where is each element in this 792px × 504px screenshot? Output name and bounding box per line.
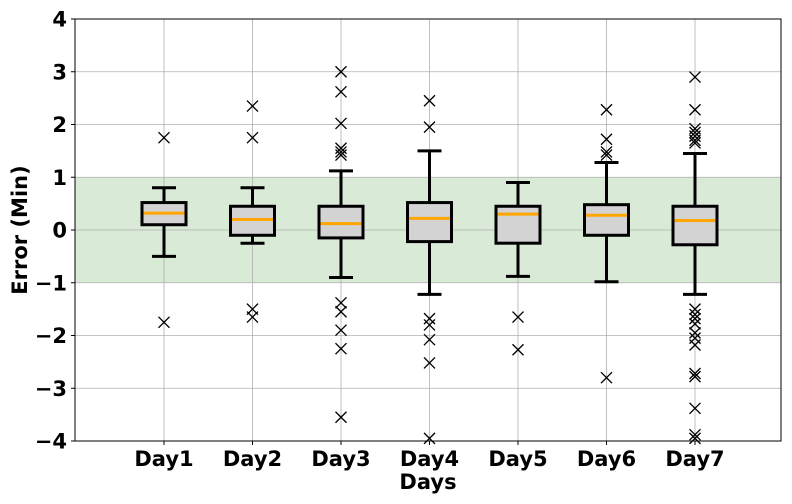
outlier-marker bbox=[689, 137, 701, 149]
x-axis-ticks: Day1 Day2 Day3 Day4 Day5 Day6 Day7 bbox=[134, 441, 725, 471]
y-tick-label: 2 bbox=[52, 113, 67, 137]
outlier-marker bbox=[689, 428, 701, 441]
box-day4 bbox=[406, 94, 453, 445]
outlier-marker bbox=[600, 103, 613, 116]
outlier-marker bbox=[689, 326, 701, 339]
outlier-marker bbox=[335, 305, 347, 318]
box-day6 bbox=[583, 103, 630, 384]
boxes bbox=[140, 65, 719, 445]
outlier-marker bbox=[335, 342, 347, 355]
outlier-marker bbox=[600, 133, 613, 146]
box-iqr bbox=[406, 201, 453, 244]
outlier-marker bbox=[512, 343, 524, 356]
box-iqr bbox=[317, 204, 365, 240]
outlier-marker bbox=[246, 131, 259, 144]
x-axis-label: Days bbox=[399, 470, 456, 494]
outlier-marker bbox=[600, 149, 613, 162]
y-tick-label: −2 bbox=[35, 324, 67, 348]
outlier-marker bbox=[600, 145, 613, 158]
outlier-marker bbox=[423, 121, 436, 134]
outlier-marker bbox=[423, 318, 436, 331]
outlier-marker bbox=[335, 117, 347, 130]
y-tick-label: 0 bbox=[52, 219, 67, 243]
x-tick-label: Day2 bbox=[223, 447, 282, 471]
y-tick-label: −4 bbox=[35, 430, 67, 454]
x-tick-label: Day1 bbox=[134, 447, 193, 471]
outlier-marker bbox=[158, 131, 170, 144]
box-day2 bbox=[229, 100, 276, 323]
outlier-marker bbox=[689, 71, 701, 83]
outlier-marker bbox=[423, 94, 436, 107]
outlier-marker bbox=[335, 411, 347, 424]
x-tick-label: Day6 bbox=[577, 447, 636, 471]
y-axis-label: Error (Min) bbox=[8, 165, 32, 294]
outlier-marker bbox=[689, 308, 701, 321]
y-tick-label: −3 bbox=[35, 377, 67, 401]
outlier-marker bbox=[158, 316, 170, 329]
outlier-marker bbox=[246, 100, 259, 112]
box-day1 bbox=[140, 131, 188, 329]
outlier-marker bbox=[335, 149, 347, 162]
box-day5 bbox=[494, 181, 542, 356]
outlier-marker bbox=[423, 432, 436, 445]
box-iqr bbox=[494, 204, 542, 245]
x-tick-label: Day5 bbox=[488, 447, 547, 471]
y-tick-label: 3 bbox=[52, 60, 67, 84]
outlier-marker bbox=[335, 85, 347, 98]
outlier-marker bbox=[689, 432, 701, 445]
outlier-marker bbox=[689, 339, 701, 351]
outlier-marker bbox=[600, 371, 613, 384]
x-tick-label: Day3 bbox=[311, 447, 370, 471]
box-day3 bbox=[317, 65, 365, 424]
outlier-marker bbox=[689, 312, 701, 325]
outlier-marker bbox=[423, 333, 436, 346]
outlier-marker bbox=[689, 370, 701, 383]
y-axis-ticks: −4 −3 −2 −1 0 1 2 3 4 bbox=[35, 8, 75, 454]
outlier-marker bbox=[335, 65, 347, 78]
y-tick-label: 1 bbox=[52, 166, 67, 190]
outlier-marker bbox=[689, 134, 701, 147]
outlier-marker bbox=[423, 312, 436, 325]
outlier-marker bbox=[423, 356, 436, 369]
box-iqr bbox=[583, 203, 630, 237]
y-tick-label: −1 bbox=[35, 271, 67, 295]
outlier-marker bbox=[689, 103, 701, 116]
outlier-marker bbox=[689, 367, 701, 380]
outlier-marker bbox=[689, 317, 701, 330]
x-tick-label: Day7 bbox=[665, 447, 724, 471]
outlier-marker bbox=[335, 296, 347, 309]
box-day7 bbox=[671, 71, 719, 445]
outlier-marker bbox=[512, 311, 524, 323]
outlier-marker bbox=[689, 303, 701, 316]
outlier-marker bbox=[335, 145, 347, 158]
outlier-marker bbox=[335, 324, 347, 337]
y-tick-label: 4 bbox=[52, 8, 67, 32]
x-tick-label: Day4 bbox=[400, 447, 459, 471]
box-iqr bbox=[671, 204, 719, 247]
outlier-marker bbox=[246, 311, 259, 323]
outlier-marker bbox=[689, 402, 701, 415]
